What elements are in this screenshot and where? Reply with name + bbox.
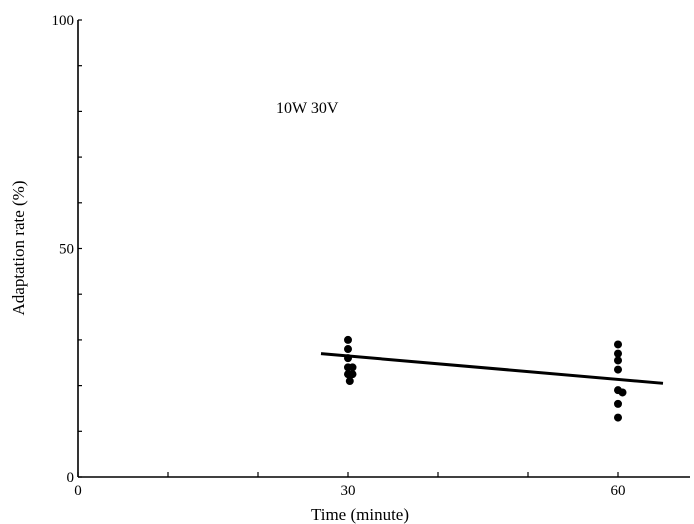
data-points bbox=[344, 335, 627, 422]
y-ticks: 0 50 100 bbox=[52, 13, 82, 486]
y-tick-label: 50 bbox=[59, 242, 74, 258]
data-point bbox=[614, 365, 622, 374]
x-tick-label: 0 bbox=[74, 483, 82, 499]
trendline-group bbox=[320, 352, 664, 385]
data-point bbox=[344, 345, 352, 354]
data-point bbox=[618, 388, 627, 397]
x-tick-label: 60 bbox=[611, 483, 626, 499]
y-axis-label: Adaptation rate (%) bbox=[9, 181, 28, 316]
x-ticks: 0 30 60 bbox=[74, 472, 626, 499]
y-tick-label: 100 bbox=[52, 13, 75, 29]
data-point bbox=[614, 413, 622, 422]
trendline bbox=[320, 352, 664, 385]
data-point bbox=[344, 354, 352, 363]
data-point bbox=[348, 370, 357, 379]
data-point bbox=[344, 335, 352, 344]
annotation-label: 10W 30V bbox=[276, 100, 339, 117]
data-point bbox=[614, 399, 622, 408]
x-tick-label: 30 bbox=[341, 483, 356, 499]
data-point bbox=[345, 377, 354, 386]
data-point bbox=[348, 363, 357, 372]
data-point bbox=[614, 349, 622, 358]
data-point bbox=[614, 340, 622, 349]
data-point bbox=[614, 356, 622, 365]
y-tick-label: 0 bbox=[67, 470, 75, 486]
x-axis-label: Time (minute) bbox=[311, 505, 409, 524]
